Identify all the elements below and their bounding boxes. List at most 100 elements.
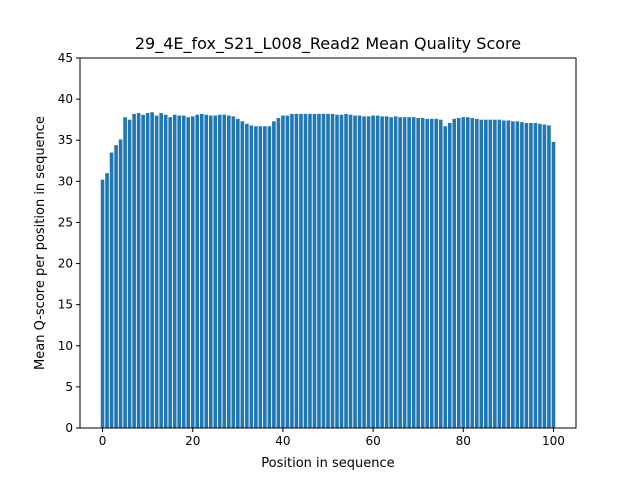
bar-position-33 xyxy=(249,125,254,429)
bar-position-10 xyxy=(145,113,150,428)
bar-position-95 xyxy=(529,122,533,429)
bar-position-69 xyxy=(411,117,416,428)
y-tick-label: 10 xyxy=(58,339,73,353)
bar-position-32 xyxy=(245,123,249,428)
bar-position-55 xyxy=(348,114,353,428)
bar-position-38 xyxy=(272,121,276,428)
bar-position-48 xyxy=(317,113,321,428)
bar-position-46 xyxy=(308,113,312,428)
x-tick-label: 80 xyxy=(456,434,471,448)
y-tick-label: 40 xyxy=(58,92,73,106)
y-tick-label: 35 xyxy=(58,133,73,147)
bar-position-98 xyxy=(542,124,547,428)
y-axis-label: Mean Q-score per position in sequence xyxy=(33,116,48,370)
bar-position-11 xyxy=(150,112,154,429)
bar-series xyxy=(100,112,556,429)
bar-position-61 xyxy=(375,115,380,428)
y-tick-label: 45 xyxy=(58,51,73,65)
bar-position-88 xyxy=(497,119,502,429)
bar-position-23 xyxy=(204,114,209,428)
bar-position-21 xyxy=(195,114,200,428)
bar-position-16 xyxy=(172,114,177,428)
y-tick-label: 25 xyxy=(58,215,73,229)
bar-position-43 xyxy=(294,113,299,428)
bar-position-9 xyxy=(141,114,145,428)
bar-position-6 xyxy=(127,119,132,429)
bar-position-5 xyxy=(123,117,127,428)
bar-position-99 xyxy=(547,125,551,429)
bar-position-34 xyxy=(254,126,258,429)
x-tick-label: 40 xyxy=(275,434,290,448)
bar-position-31 xyxy=(240,121,245,428)
bar-position-67 xyxy=(402,117,407,428)
bar-position-87 xyxy=(493,119,497,429)
bar-position-63 xyxy=(384,116,389,428)
bar-position-1 xyxy=(105,173,109,428)
x-tick-label: 20 xyxy=(185,434,200,448)
bar-position-70 xyxy=(416,118,420,429)
bar-position-56 xyxy=(353,115,357,428)
bar-position-97 xyxy=(538,123,542,428)
y-tick-label: 0 xyxy=(65,421,73,435)
y-axis-ticks: 0 5 10 15 20 25 30 35 40 45 xyxy=(58,51,80,435)
bar-position-72 xyxy=(425,118,430,428)
bar-position-68 xyxy=(407,117,411,428)
bar-position-13 xyxy=(159,113,163,428)
bar-position-0 xyxy=(100,179,105,428)
bar-position-81 xyxy=(465,117,470,428)
plot-frame xyxy=(79,57,577,429)
bar-position-64 xyxy=(389,117,393,428)
bar-position-75 xyxy=(438,119,443,429)
bar-position-92 xyxy=(515,121,520,428)
bar-position-52 xyxy=(335,114,339,428)
bar-position-85 xyxy=(484,119,488,429)
x-tick-label: 60 xyxy=(365,434,380,448)
bar-position-27 xyxy=(222,114,227,428)
bar-position-41 xyxy=(285,115,290,428)
bar-position-24 xyxy=(208,115,213,428)
bar-position-37 xyxy=(267,126,272,429)
bar-position-60 xyxy=(371,115,375,428)
y-tick-label: 15 xyxy=(58,298,73,312)
bar-position-77 xyxy=(447,122,452,429)
bar-position-28 xyxy=(227,115,231,428)
bar-position-100 xyxy=(551,141,556,428)
bar-position-26 xyxy=(217,114,222,428)
bar-position-49 xyxy=(321,113,326,428)
bar-position-54 xyxy=(344,113,348,428)
bar-position-76 xyxy=(443,126,448,429)
bar-position-30 xyxy=(236,118,240,428)
x-axis-ticks: 0 20 40 60 80 100 xyxy=(99,428,565,448)
chart-title: 29_4E_fox_S21_L008_Read2 Mean Quality Sc… xyxy=(135,34,521,54)
bar-position-80 xyxy=(461,117,466,428)
bar-position-25 xyxy=(213,115,218,428)
bar-position-29 xyxy=(231,116,236,428)
bar-position-44 xyxy=(299,113,303,428)
bar-position-4 xyxy=(118,139,123,428)
bar-position-86 xyxy=(488,119,493,429)
bar-position-84 xyxy=(479,119,484,429)
bar-position-66 xyxy=(398,117,402,428)
bar-position-40 xyxy=(281,115,285,428)
bar-position-35 xyxy=(258,126,263,429)
bar-position-14 xyxy=(163,114,168,428)
bar-position-53 xyxy=(339,114,344,428)
bar-position-7 xyxy=(132,113,136,428)
y-tick-label: 20 xyxy=(58,257,73,271)
bar-position-62 xyxy=(380,116,384,428)
bar-position-74 xyxy=(434,118,439,428)
bar-position-50 xyxy=(326,113,330,428)
bar-position-47 xyxy=(312,113,317,428)
x-tick-label: 100 xyxy=(542,434,565,448)
bar-position-78 xyxy=(452,118,457,428)
bar-position-71 xyxy=(420,118,425,429)
bar-position-39 xyxy=(276,118,281,429)
bar-position-3 xyxy=(114,145,118,428)
bar-position-22 xyxy=(199,113,204,428)
bar-position-19 xyxy=(186,117,191,428)
x-tick-label: 0 xyxy=(99,434,107,448)
bar-position-96 xyxy=(533,122,538,429)
bar-position-65 xyxy=(393,116,398,428)
bar-position-59 xyxy=(366,116,371,428)
